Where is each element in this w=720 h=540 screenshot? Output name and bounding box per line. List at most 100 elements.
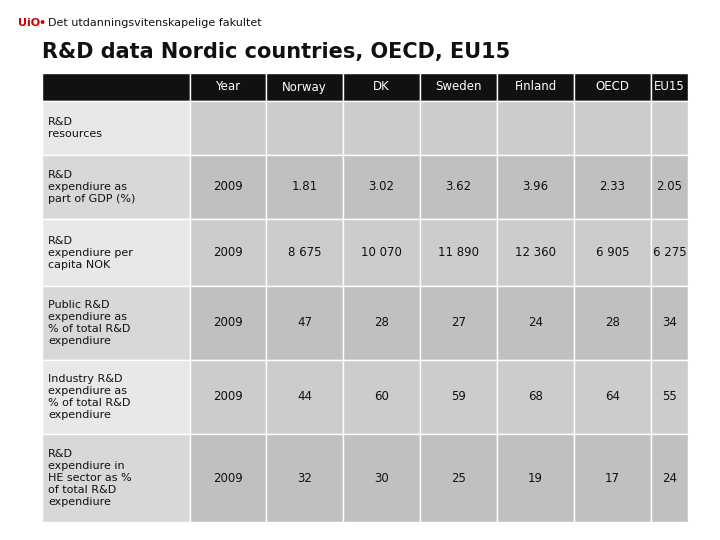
Bar <box>42 360 190 434</box>
Text: EU15: EU15 <box>654 80 685 93</box>
Text: 27: 27 <box>451 316 466 329</box>
Text: R&D
resources: R&D resources <box>48 117 102 139</box>
Bar <box>651 155 688 219</box>
Text: Sweden: Sweden <box>436 80 482 93</box>
Bar <box>497 219 574 286</box>
Text: Year: Year <box>215 80 240 93</box>
Text: R&D
expendiure per
capita NOK: R&D expendiure per capita NOK <box>48 235 133 269</box>
Bar <box>497 101 574 155</box>
Bar <box>266 101 343 155</box>
Text: 1.81: 1.81 <box>292 180 318 193</box>
Bar <box>651 434 688 522</box>
Bar <box>343 434 420 522</box>
Bar <box>420 219 497 286</box>
Text: 2009: 2009 <box>213 180 243 193</box>
Text: 6 905: 6 905 <box>595 246 629 259</box>
Bar <box>420 101 497 155</box>
Text: 44: 44 <box>297 390 312 403</box>
Text: 19: 19 <box>528 471 543 484</box>
Bar <box>574 219 651 286</box>
Bar <box>574 73 651 101</box>
Text: 12 360: 12 360 <box>515 246 556 259</box>
Bar <box>420 360 497 434</box>
Text: 68: 68 <box>528 390 543 403</box>
Text: 28: 28 <box>374 316 389 329</box>
Bar <box>574 434 651 522</box>
Bar <box>420 73 497 101</box>
Text: 28: 28 <box>605 316 620 329</box>
Text: OECD: OECD <box>595 80 629 93</box>
Text: 2.05: 2.05 <box>657 180 683 193</box>
Bar <box>497 434 574 522</box>
Bar <box>42 286 190 360</box>
Text: 2.33: 2.33 <box>600 180 626 193</box>
Text: 59: 59 <box>451 390 466 403</box>
Bar <box>266 434 343 522</box>
Bar <box>42 219 190 286</box>
Text: 3.02: 3.02 <box>369 180 395 193</box>
Text: 3.62: 3.62 <box>446 180 472 193</box>
Bar <box>497 286 574 360</box>
Bar <box>574 286 651 360</box>
Bar <box>497 73 574 101</box>
Text: Norway: Norway <box>282 80 327 93</box>
Bar <box>343 73 420 101</box>
Bar <box>651 219 688 286</box>
Bar <box>42 101 190 155</box>
Text: •: • <box>38 18 45 28</box>
Text: 3.96: 3.96 <box>523 180 549 193</box>
Bar <box>42 73 190 101</box>
Bar <box>651 73 688 101</box>
Text: Finland: Finland <box>514 80 557 93</box>
Bar <box>420 286 497 360</box>
Text: 32: 32 <box>297 471 312 484</box>
Bar <box>574 155 651 219</box>
Text: 64: 64 <box>605 390 620 403</box>
Text: 47: 47 <box>297 316 312 329</box>
Text: 30: 30 <box>374 471 389 484</box>
Bar <box>651 360 688 434</box>
Bar <box>266 286 343 360</box>
Bar <box>42 434 190 522</box>
Text: R&D
expendiure in
HE sector as %
of total R&D
expendiure: R&D expendiure in HE sector as % of tota… <box>48 449 132 507</box>
Text: 25: 25 <box>451 471 466 484</box>
Text: 2009: 2009 <box>213 390 243 403</box>
Bar <box>266 73 343 101</box>
Text: Det utdanningsvitenskapelige fakultet: Det utdanningsvitenskapelige fakultet <box>48 18 261 28</box>
Text: 2009: 2009 <box>213 246 243 259</box>
Bar <box>190 434 266 522</box>
Bar <box>42 155 190 219</box>
Bar <box>343 360 420 434</box>
Bar <box>574 101 651 155</box>
Text: 34: 34 <box>662 316 677 329</box>
Bar <box>190 73 266 101</box>
Bar <box>343 101 420 155</box>
Text: UiO: UiO <box>18 18 40 28</box>
Text: DK: DK <box>373 80 390 93</box>
Text: 24: 24 <box>528 316 543 329</box>
Bar <box>266 360 343 434</box>
Bar <box>497 360 574 434</box>
Text: 55: 55 <box>662 390 677 403</box>
Text: 24: 24 <box>662 471 677 484</box>
Bar <box>266 219 343 286</box>
Text: 2009: 2009 <box>213 471 243 484</box>
Bar <box>420 434 497 522</box>
Bar <box>190 360 266 434</box>
Bar <box>497 155 574 219</box>
Bar <box>343 286 420 360</box>
Bar <box>343 219 420 286</box>
Bar <box>190 219 266 286</box>
Bar <box>190 286 266 360</box>
Text: 17: 17 <box>605 471 620 484</box>
Text: 11 890: 11 890 <box>438 246 479 259</box>
Text: 2009: 2009 <box>213 316 243 329</box>
Text: R&D data Nordic countries, OECD, EU15: R&D data Nordic countries, OECD, EU15 <box>42 42 510 62</box>
Bar <box>420 155 497 219</box>
Text: 8 675: 8 675 <box>288 246 321 259</box>
Text: 10 070: 10 070 <box>361 246 402 259</box>
Text: R&D
expendiure as
part of GDP (%): R&D expendiure as part of GDP (%) <box>48 170 135 204</box>
Bar <box>574 360 651 434</box>
Bar <box>190 155 266 219</box>
Text: Public R&D
expendiure as
% of total R&D
expendiure: Public R&D expendiure as % of total R&D … <box>48 300 130 346</box>
